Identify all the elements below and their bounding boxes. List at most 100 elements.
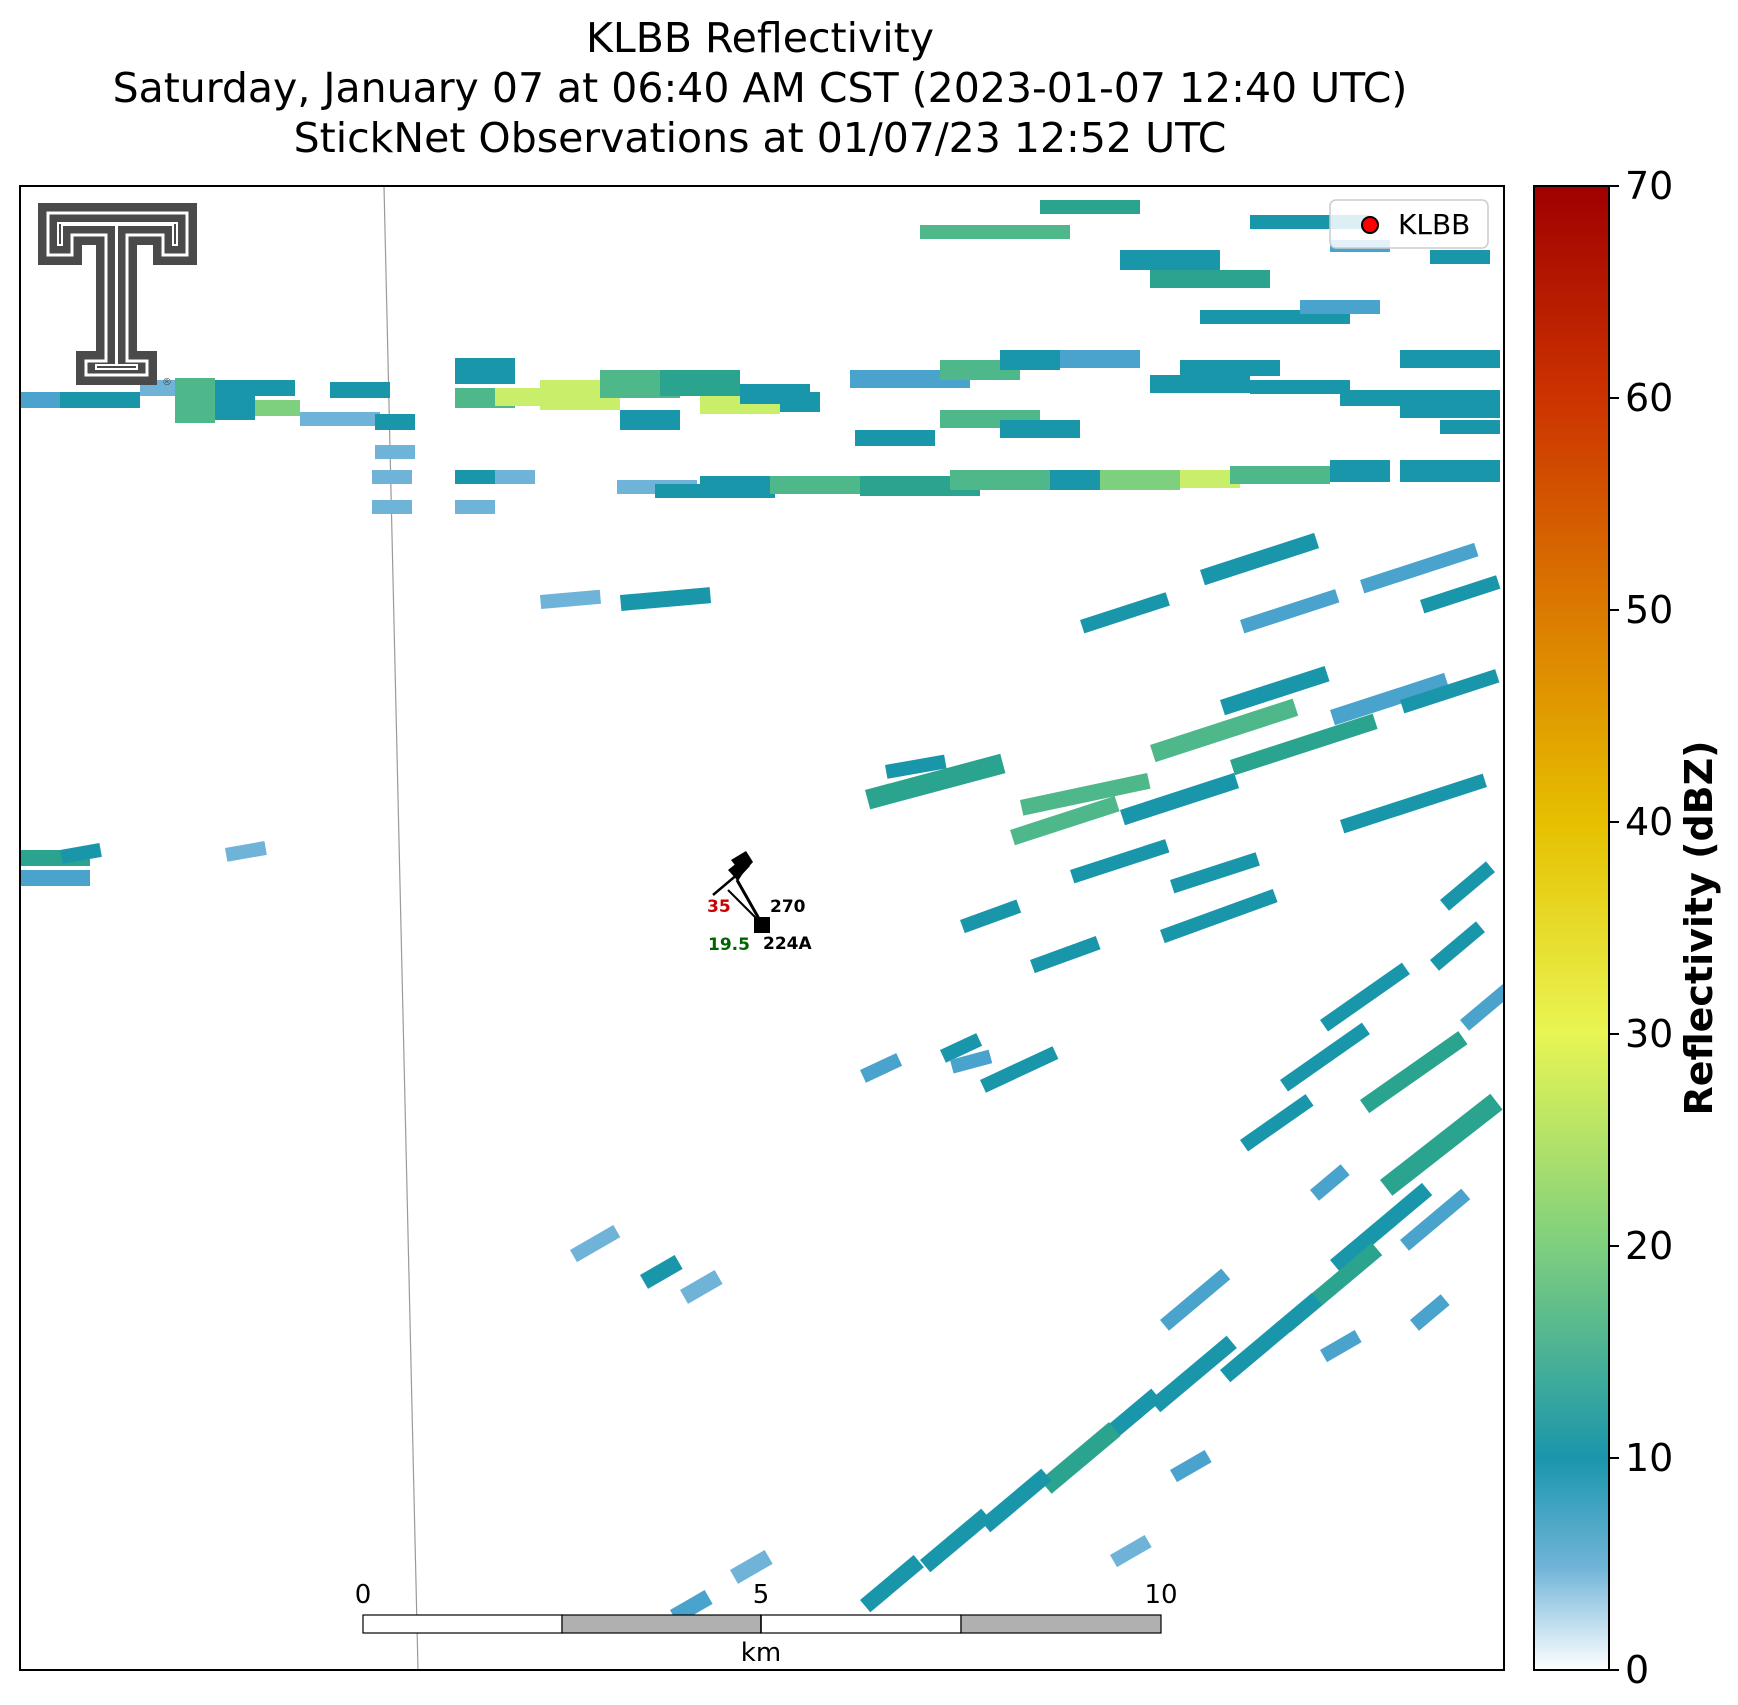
colorbar-label: Reflectivity (dBZ)	[1677, 740, 1721, 1115]
colorbar-gradient	[1533, 185, 1610, 1671]
echo-cell	[1330, 672, 1450, 726]
colorbar-tick-label-30: 30	[1625, 1012, 1673, 1056]
reflectivity-echoes	[20, 200, 1504, 1624]
echo-cell	[1309, 1164, 1350, 1201]
chart-title-line-3: StickNet Observations at 01/07/23 12:52 …	[293, 114, 1227, 162]
echo-cell	[1150, 1335, 1237, 1413]
echo-cell	[770, 476, 870, 494]
echo-cell	[1070, 839, 1170, 884]
echo-cell	[372, 470, 412, 484]
legend-label-klbb: KLBB	[1398, 208, 1470, 241]
legend-marker-klbb	[1361, 216, 1379, 234]
echo-cell	[979, 1046, 1059, 1093]
station-id: 224A	[763, 934, 812, 954]
echo-cell	[1400, 400, 1500, 418]
echo-cell	[375, 445, 415, 459]
echo-cell	[1400, 1188, 1471, 1251]
echo-cell	[255, 400, 300, 416]
echo-cell	[1230, 466, 1330, 484]
echo-cell	[330, 382, 390, 398]
echo-cell	[1060, 350, 1140, 368]
echo-cell	[1400, 350, 1500, 368]
echo-cell	[1000, 420, 1080, 438]
echo-cell	[1280, 1022, 1370, 1092]
echo-cell	[1040, 200, 1140, 214]
station-dewpoint: 19.5	[708, 935, 750, 955]
echo-cell	[1250, 380, 1350, 394]
echo-cell	[1120, 772, 1240, 826]
chart-title-line-1: KLBB Reflectivity	[586, 14, 934, 62]
scale-tick-5: 5	[753, 1580, 770, 1610]
echo-cell	[455, 358, 515, 384]
echo-cell	[855, 430, 935, 446]
texas-tech-double-t-logo: ®	[38, 203, 197, 388]
echo-cell	[860, 1555, 924, 1613]
colorbar-ticks: 0 10 20 30 40 50 60 70	[1609, 164, 1673, 1692]
echo-cell	[1220, 1292, 1323, 1383]
echo-cell	[729, 1550, 773, 1584]
echo-cell	[1110, 1535, 1152, 1568]
scale-tick-10: 10	[1144, 1580, 1177, 1610]
echo-cell	[1239, 1094, 1314, 1152]
radar-map	[20, 186, 1504, 1670]
echo-cell	[920, 225, 1070, 239]
echo-cell	[980, 1468, 1052, 1533]
echo-cell	[1300, 300, 1380, 314]
echo-cell	[1340, 773, 1487, 834]
echo-cell	[60, 843, 102, 864]
echo-cell	[950, 470, 1050, 490]
scale-tick-0: 0	[355, 1580, 372, 1610]
legend: KLBB	[1329, 199, 1489, 249]
echo-cell	[1330, 1182, 1433, 1273]
echo-cell	[1170, 1450, 1212, 1483]
echo-cell	[1410, 1294, 1450, 1331]
echo-cell	[1440, 390, 1500, 404]
echo-cell	[372, 500, 412, 514]
colorbar-tick-label-40: 40	[1625, 800, 1673, 844]
echo-cell	[1360, 542, 1479, 594]
echo-cell	[860, 1053, 903, 1083]
echo-cell	[1150, 375, 1250, 393]
echo-cell	[680, 1269, 723, 1304]
echo-cell	[1320, 1330, 1362, 1363]
echo-cell	[1150, 698, 1299, 763]
echo-cell	[375, 414, 415, 430]
echo-cell	[455, 470, 495, 484]
echo-cell	[570, 1225, 621, 1263]
echo-cell	[660, 370, 740, 396]
echo-cell	[1000, 350, 1060, 370]
echo-cell	[1180, 470, 1240, 488]
echo-cell	[255, 380, 295, 396]
echo-cell	[1400, 669, 1500, 714]
echo-cell	[1180, 360, 1280, 376]
echo-cell	[1230, 713, 1378, 776]
echo-cell	[885, 754, 947, 779]
echo-cell	[619, 587, 712, 611]
echo-cell	[1380, 1093, 1503, 1196]
echo-cell	[1420, 575, 1501, 614]
echo-cell	[1100, 470, 1180, 490]
echo-cell	[1080, 592, 1170, 634]
echo-cell	[960, 899, 1022, 934]
colorbar-tick-label-60: 60	[1625, 376, 1673, 420]
station-plot-224A: 35 270 19.5 224A	[707, 851, 812, 955]
county-boundary	[383, 186, 419, 1670]
echo-cell	[20, 870, 90, 886]
colorbar: 0 10 20 30 40 50 60 70 Reflectivity (dBZ)	[1533, 164, 1721, 1692]
echo-cell	[780, 392, 820, 412]
echo-cell	[1320, 962, 1410, 1032]
colorbar-tick-label-0: 0	[1625, 1648, 1649, 1692]
echo-cell	[1440, 420, 1500, 434]
echo-cell	[540, 589, 601, 609]
echo-cell	[1220, 666, 1330, 716]
echo-cell	[215, 380, 255, 420]
echo-cell	[949, 1049, 993, 1074]
station-temperature: 35	[707, 897, 731, 917]
echo-cell	[1170, 852, 1260, 894]
echo-cell	[225, 841, 267, 862]
echo-cell	[175, 378, 215, 423]
colorbar-tick-label-20: 20	[1625, 1224, 1673, 1268]
echo-cell	[1440, 861, 1495, 911]
echo-cell	[1009, 796, 1120, 846]
